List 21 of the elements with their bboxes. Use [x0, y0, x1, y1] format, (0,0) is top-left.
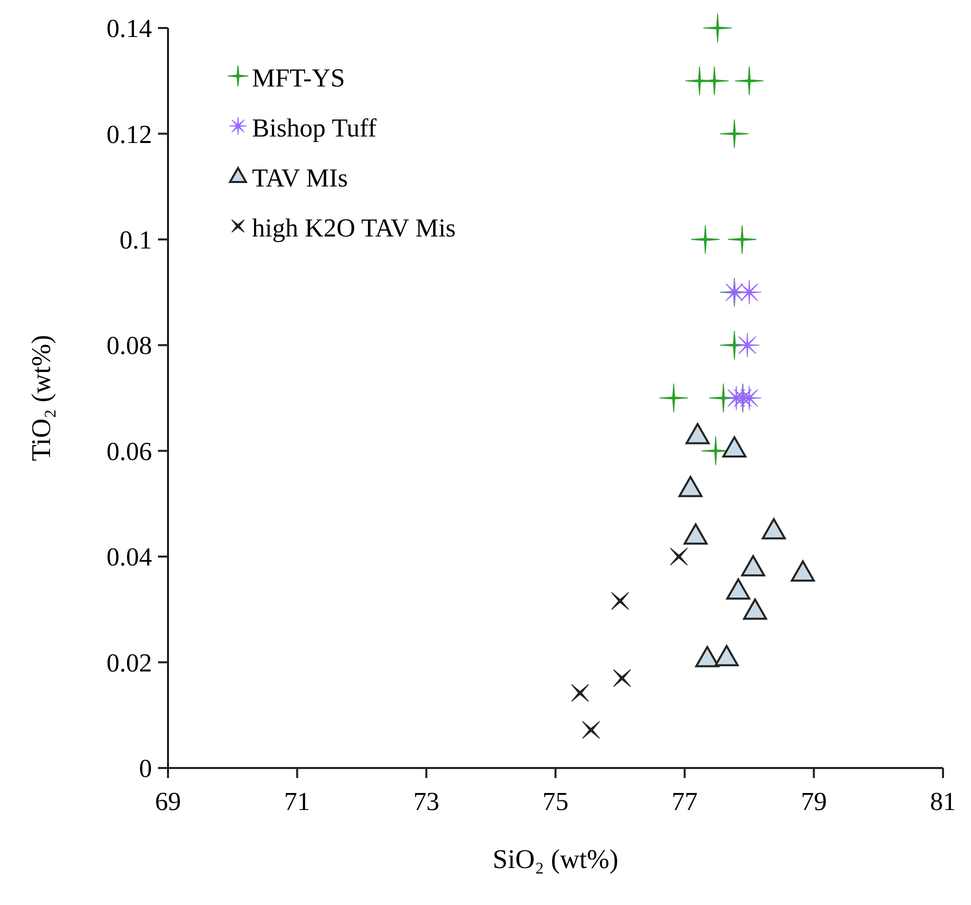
y-tick-label: 0.04: [106, 542, 152, 572]
x-tick-label: 75: [542, 787, 568, 816]
x-tick-label: 69: [155, 787, 181, 816]
y-tick-label: 0.14: [106, 14, 152, 44]
y-axis-title: TiO₂ (wt%): [26, 334, 56, 462]
y-tick-label: 0.08: [106, 331, 152, 360]
legend-label: TAV MIs: [252, 163, 348, 192]
x-tick-label: 73: [413, 787, 440, 816]
legend-label: Bishop Tuff: [252, 113, 377, 142]
legend-label: high K2O TAV Mis: [252, 213, 456, 242]
y-tick-label: 0.02: [106, 648, 152, 678]
y-tick-label: 0.12: [106, 120, 152, 149]
x-tick-label: 81: [930, 787, 956, 816]
x-tick-label: 77: [672, 787, 698, 816]
y-tick-label: 0.06: [106, 436, 152, 466]
x-tick-label: 71: [284, 787, 310, 816]
x-tick-label: 79: [800, 787, 827, 816]
x-axis-title: SiO₂ (wt%): [492, 844, 618, 874]
y-tick-label: 0: [139, 754, 152, 784]
y-tick-label: 0.1: [120, 226, 152, 255]
legend-label: MFT-YS: [252, 63, 345, 92]
